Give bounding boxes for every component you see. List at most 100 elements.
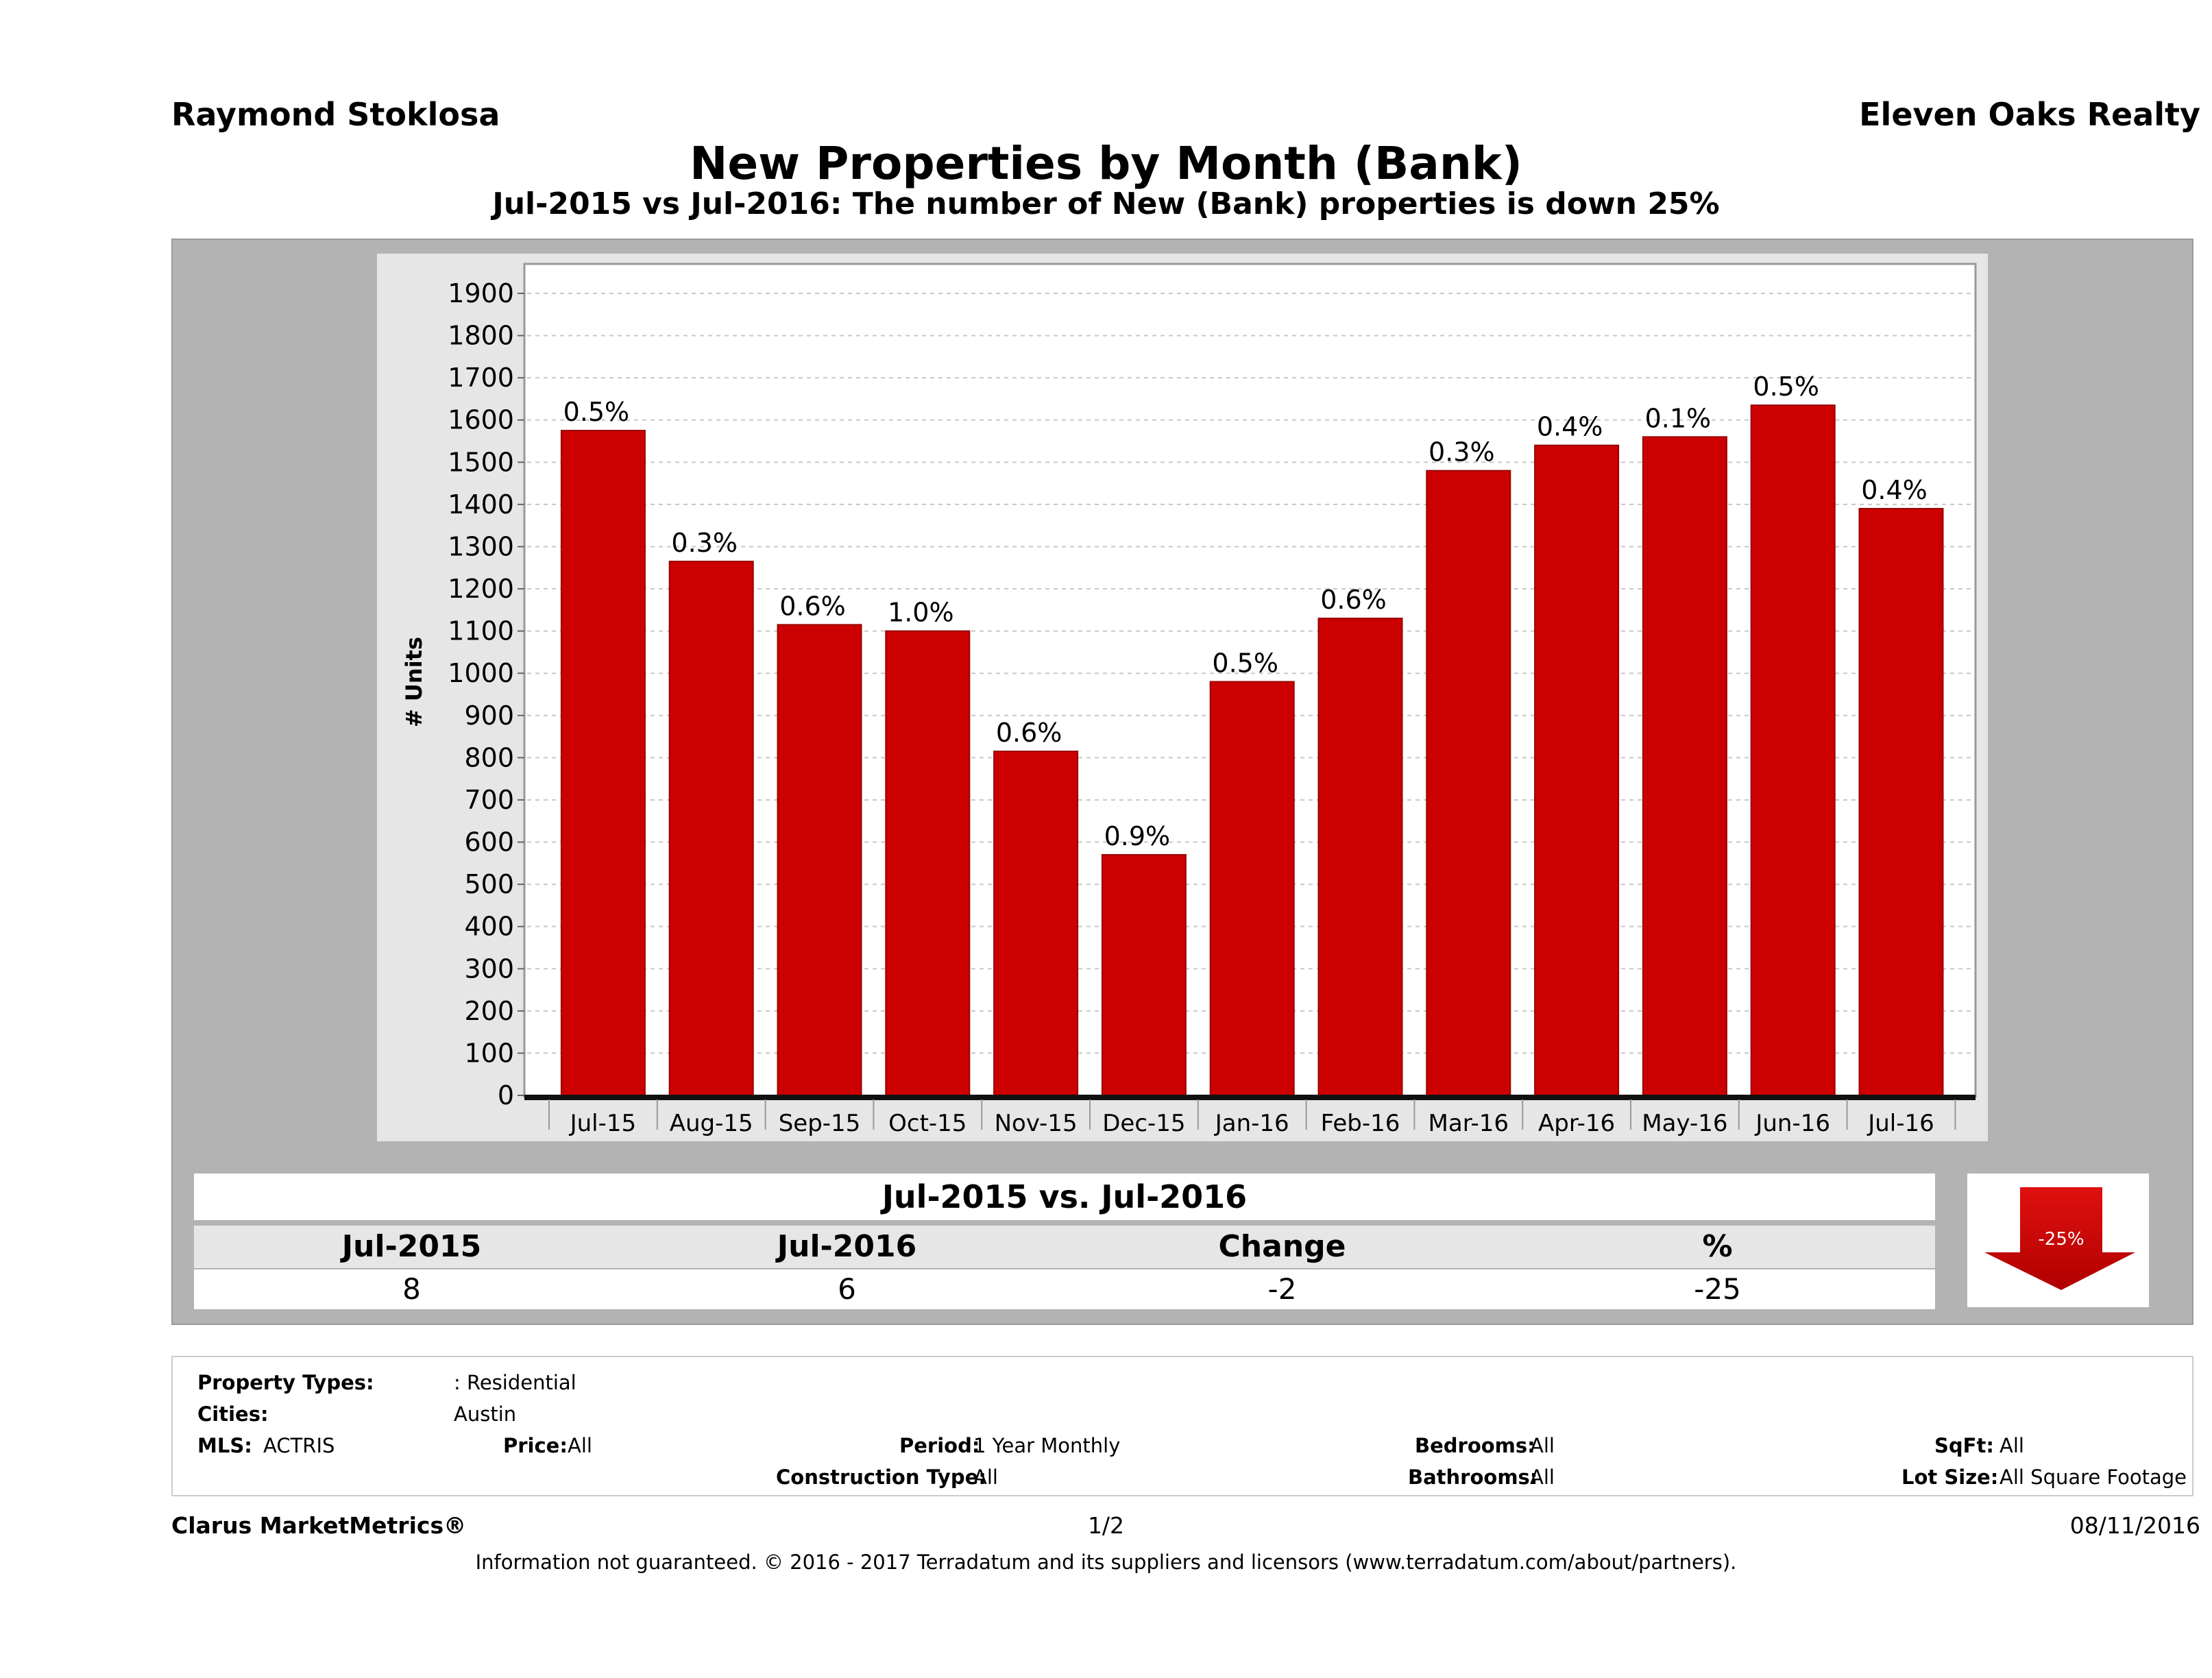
trend-badge-text: -25% (2038, 1229, 2084, 1250)
report-subtitle: Jul-2015 vs Jul-2016: The number of New … (492, 186, 1720, 221)
period-value: 1 Year Monthly (973, 1434, 1121, 1457)
data-label: 0.6% (1320, 585, 1387, 615)
bar (777, 624, 862, 1096)
bar (560, 430, 646, 1096)
y-tick-label: 800 (464, 742, 514, 773)
report-date: 08/11/2016 (2069, 1512, 2200, 1539)
summary-col-percent: % (1702, 1229, 1733, 1264)
brokerage-name: Eleven Oaks Realty (1859, 96, 2200, 133)
price-value: All (568, 1434, 592, 1457)
disclaimer: Information not guaranteed. © 2016 - 201… (475, 1551, 1737, 1574)
property-types-value: : Residential (454, 1371, 576, 1394)
x-tick-label: Jul-16 (1867, 1110, 1934, 1137)
bar (1534, 444, 1620, 1096)
y-tick-label: 1000 (448, 658, 514, 688)
mls-value: ACTRIS (263, 1434, 335, 1457)
bar (1426, 470, 1511, 1096)
x-axis: Jul-15 Aug-15 Sep-15 Oct-15 Nov-15 Dec-15 Jan-… (524, 1095, 1976, 1137)
bars (560, 404, 1944, 1097)
price-label: Price: (503, 1434, 568, 1457)
y-tick-label: 1300 (448, 531, 514, 561)
filter-panel: Property Types: : Residential Cities: Au… (171, 1356, 2193, 1496)
x-tick-label: Sep-15 (779, 1110, 861, 1137)
bar (885, 630, 971, 1096)
lot-size-value: All Square Footage (2000, 1466, 2187, 1489)
construction-type-value: All (973, 1466, 998, 1489)
data-label: 0.3% (1429, 437, 1495, 467)
y-axis: 0 100 200 300 400 500 600 700 800 900 1000 1100 1200… (448, 278, 524, 1110)
summary-val-jul-2016: 6 (838, 1272, 856, 1306)
x-tick-label: Dec-15 (1102, 1110, 1185, 1137)
cities-label: Cities: (197, 1402, 269, 1426)
x-tick-label: Aug-15 (670, 1110, 753, 1137)
data-label: 0.6% (779, 591, 846, 621)
x-tick-label: Apr-16 (1538, 1110, 1615, 1137)
trend-badge: -25% (1967, 1174, 2149, 1307)
period-label: Period: (899, 1434, 980, 1457)
y-tick-label: 100 (464, 1038, 514, 1068)
data-label: 0.4% (1537, 412, 1603, 442)
bar (1858, 508, 1944, 1097)
y-tick-label: 900 (464, 701, 514, 731)
data-label: 0.3% (671, 528, 738, 558)
bar (1209, 681, 1295, 1096)
chart-panel: 0 100 200 300 400 500 600 700 800 900 1000 1100 1200… (377, 254, 1988, 1141)
bathrooms-label: Bathrooms: (1408, 1466, 1538, 1489)
agent-name: Raymond Stoklosa (171, 96, 500, 133)
y-tick-label: 300 (464, 953, 514, 984)
data-label: 0.6% (996, 718, 1062, 748)
data-labels: 0.5% 0.3% 0.6% 1.0% 0.6% 0.9% 0.5% 0.6% 0.3% 0.4%… (563, 372, 1928, 851)
x-tick-label: Jun-16 (1754, 1110, 1830, 1137)
sqft-label: SqFt: (1934, 1434, 1994, 1457)
lot-size-label: Lot Size: (1901, 1466, 1999, 1489)
y-tick-label: 1400 (448, 489, 514, 520)
summary-val-change: -2 (1267, 1272, 1297, 1306)
bedrooms-value: All (1530, 1434, 1555, 1457)
construction-type-label: Construction Type: (776, 1466, 986, 1489)
x-tick-label: Feb-16 (1321, 1110, 1400, 1137)
y-tick-label: 500 (464, 869, 514, 899)
property-types-label: Property Types: (197, 1371, 374, 1394)
bar-chart: 0 100 200 300 400 500 600 700 800 900 1000 1100 1200… (401, 263, 1977, 1137)
product-name: Clarus MarketMetrics® (171, 1512, 467, 1539)
bedrooms-label: Bedrooms: (1415, 1434, 1535, 1457)
mls-label: MLS: (197, 1434, 252, 1457)
data-label: 0.1% (1645, 403, 1712, 433)
x-tick-label: May-16 (1642, 1110, 1727, 1137)
bar (1101, 854, 1187, 1096)
y-tick-label: 700 (464, 785, 514, 815)
summary-column-headers: Jul-2015 Jul-2016 Change % (194, 1226, 1935, 1268)
down-arrow-icon: -25% (1984, 1187, 2135, 1290)
x-tick-label: Oct-15 (888, 1110, 967, 1137)
y-tick-label: 1600 (448, 405, 514, 435)
x-tick-label: Jan-16 (1214, 1110, 1289, 1137)
bar (1642, 436, 1727, 1096)
summary-heading: Jul-2015 vs. Jul-2016 (194, 1174, 1935, 1220)
data-label: 0.9% (1104, 821, 1171, 851)
summary-col-change: Change (1218, 1229, 1346, 1264)
summary-val-percent: -25 (1694, 1272, 1741, 1306)
y-axis-label: # Units (401, 637, 427, 727)
data-label: 0.5% (563, 397, 630, 427)
x-tick-label: Nov-15 (995, 1110, 1078, 1137)
y-tick-label: 1900 (448, 278, 514, 308)
y-tick-label: 1500 (448, 447, 514, 477)
x-tick-label: Mar-16 (1429, 1110, 1509, 1137)
summary-col-jul-2015: Jul-2015 (341, 1229, 482, 1264)
data-label: 0.5% (1212, 648, 1278, 679)
data-label: 0.5% (1753, 372, 1819, 402)
y-tick-label: 1200 (448, 574, 514, 604)
gridlines (527, 293, 1973, 1054)
cities-value: Austin (454, 1402, 517, 1426)
x-tick-label: Jul-15 (569, 1110, 637, 1137)
bar (1750, 404, 1836, 1096)
y-tick-label: 600 (464, 827, 514, 858)
bar (993, 751, 1079, 1096)
y-tick-label: 1800 (448, 321, 514, 351)
y-tick-label: 1700 (448, 363, 514, 393)
page-number: 1/2 (1087, 1512, 1125, 1539)
bathrooms-value: All (1530, 1466, 1555, 1489)
data-label: 0.4% (1861, 475, 1928, 505)
summary-col-jul-2016: Jul-2016 (777, 1229, 917, 1264)
sqft-value: All (2000, 1434, 2024, 1457)
